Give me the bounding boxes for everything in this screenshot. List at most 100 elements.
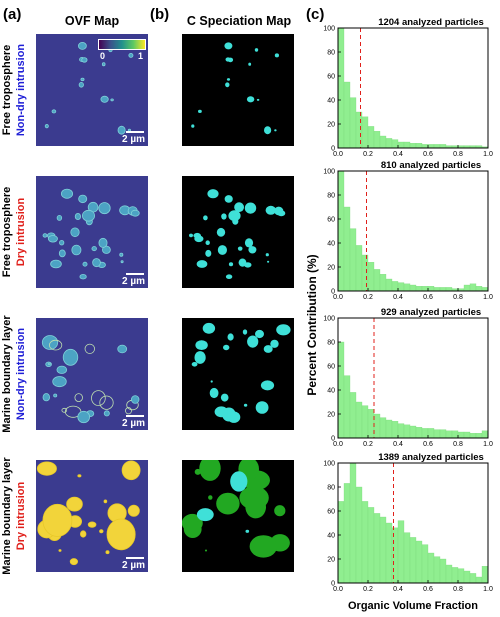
histogram-bar [433, 556, 441, 584]
particle [246, 96, 255, 103]
y-tick-label: 100 [323, 26, 335, 33]
histogram-bar [337, 170, 345, 292]
histogram-bar [373, 131, 381, 149]
histogram-bar [463, 431, 471, 439]
panel-letter-c: (c) [306, 6, 325, 23]
particle [227, 333, 234, 341]
particle [195, 340, 208, 350]
histogram-bar [481, 287, 489, 292]
histogram-bar [361, 116, 369, 149]
particle [224, 42, 233, 50]
histogram-bar [367, 409, 375, 439]
histogram-bar [403, 532, 411, 584]
histogram-bar [445, 287, 453, 292]
histogram-bar [415, 143, 423, 149]
histogram-bar [445, 564, 453, 584]
histogram-bar [421, 286, 429, 292]
ovf-colorbar [98, 39, 146, 50]
x-tick-label: 0.4 [393, 294, 403, 301]
particle [203, 215, 208, 221]
y-tick-label: 80 [327, 340, 335, 347]
particle [125, 407, 132, 415]
c-speciation-map-title: C Speciation Map [186, 14, 292, 28]
ovf-map-title: OVF Map [64, 14, 120, 28]
scale-bar-label: 2 µm [122, 560, 145, 571]
particle [99, 395, 114, 410]
histogram-bar [367, 126, 375, 149]
ovf-map-image-1: 2 µm 0 1 [36, 34, 148, 146]
y-tick-label: 100 [323, 169, 335, 176]
particle [99, 529, 104, 534]
histogram-bar [409, 284, 417, 292]
particle [61, 407, 68, 413]
particle [224, 195, 233, 203]
particle [249, 535, 278, 558]
x-tick-label: 0.0 [333, 151, 343, 158]
x-tick-label: 0.0 [333, 294, 343, 301]
histogram-bar [451, 567, 459, 584]
particle [194, 363, 197, 365]
row-label-condition: Non-dry intrusion [15, 327, 27, 421]
histogram-bar [355, 486, 363, 584]
x-tick-label: 0.8 [453, 441, 463, 448]
histogram-bar [397, 282, 405, 292]
y-tick-label: 20 [327, 557, 335, 564]
x-tick-label: 0.0 [333, 586, 343, 593]
histogram-bar [349, 228, 357, 292]
histogram-bar [385, 419, 393, 439]
c-speciation-image-4 [182, 460, 294, 572]
row-label-2: Free troposphere Dry intrusion [0, 157, 30, 307]
histogram-bar [349, 462, 357, 584]
particle [110, 98, 114, 102]
histogram-bar [469, 433, 477, 439]
particle [255, 329, 264, 339]
plot-frame [337, 317, 489, 439]
row-label-location: Free troposphere [1, 44, 13, 136]
particle [59, 239, 65, 246]
particle [274, 129, 277, 132]
histogram-bar [355, 401, 363, 439]
particle [79, 273, 87, 280]
y-tick-label: 80 [327, 193, 335, 200]
histogram-bar [475, 286, 483, 292]
scale-bar [126, 557, 144, 559]
row-label-3: Marine boundary layer Non-dry intrusion [0, 299, 30, 449]
particle [51, 109, 57, 114]
histogram-bar [475, 576, 483, 584]
particle [58, 549, 62, 552]
particle [260, 380, 275, 391]
particle [255, 401, 269, 414]
ovf-map-image-2: 2 µm [36, 176, 148, 288]
y-tick-label: 0 [331, 146, 335, 153]
particle [82, 261, 88, 267]
particle [221, 213, 227, 220]
particle [244, 238, 254, 248]
particle [248, 62, 252, 66]
histogram-bar [475, 433, 483, 439]
y-tick-label: 60 [327, 509, 335, 516]
particle [74, 213, 82, 221]
particle [56, 215, 63, 221]
particle [101, 62, 106, 67]
histogram-bar [403, 141, 411, 149]
histogram-bar [379, 417, 387, 439]
particle [238, 258, 247, 267]
particle [44, 124, 49, 129]
histogram-bar [337, 27, 345, 149]
c-speciation-image-3 [182, 318, 294, 430]
y-tick-label: 40 [327, 241, 335, 248]
x-tick-label: 1.0 [483, 586, 493, 593]
ovf-map-image-4: 2 µm [36, 460, 148, 572]
particle [91, 246, 97, 252]
histogram-bar [367, 507, 375, 584]
particle [117, 344, 128, 354]
particle [56, 365, 68, 374]
particle [204, 549, 208, 552]
particle [194, 235, 204, 243]
particle [216, 227, 226, 237]
histogram-bar [445, 430, 453, 439]
histogram-bar [349, 97, 357, 149]
particle [119, 252, 124, 257]
histogram-bar [391, 527, 399, 584]
particle [78, 194, 88, 204]
